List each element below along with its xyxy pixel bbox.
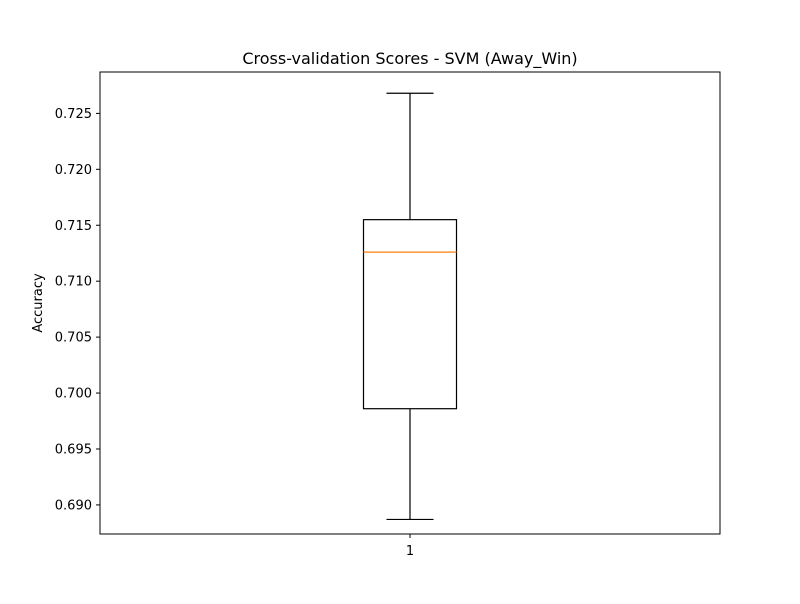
x-tick-label: 1: [406, 544, 414, 559]
y-axis-label: Accuracy: [31, 273, 46, 333]
chart-title: Cross-validation Scores - SVM (Away_Win): [242, 49, 577, 69]
y-tick-label: 0.725: [55, 107, 92, 122]
box-iqr: [362, 219, 458, 410]
x-axis-ticks: 1: [406, 534, 414, 559]
y-tick-label: 0.690: [55, 498, 92, 513]
y-tick-label: 0.710: [55, 275, 92, 290]
y-tick-label: 0.715: [55, 219, 92, 234]
y-tick-label: 0.700: [55, 387, 92, 402]
boxplot-series: [362, 92, 458, 521]
y-tick-label: 0.720: [55, 163, 92, 178]
y-axis-ticks: 0.690 0.695 0.700 0.705 0.710 0.715 0.720 0.725: [55, 107, 100, 513]
y-tick-label: 0.695: [55, 442, 92, 457]
y-tick-label: 0.705: [55, 331, 92, 346]
